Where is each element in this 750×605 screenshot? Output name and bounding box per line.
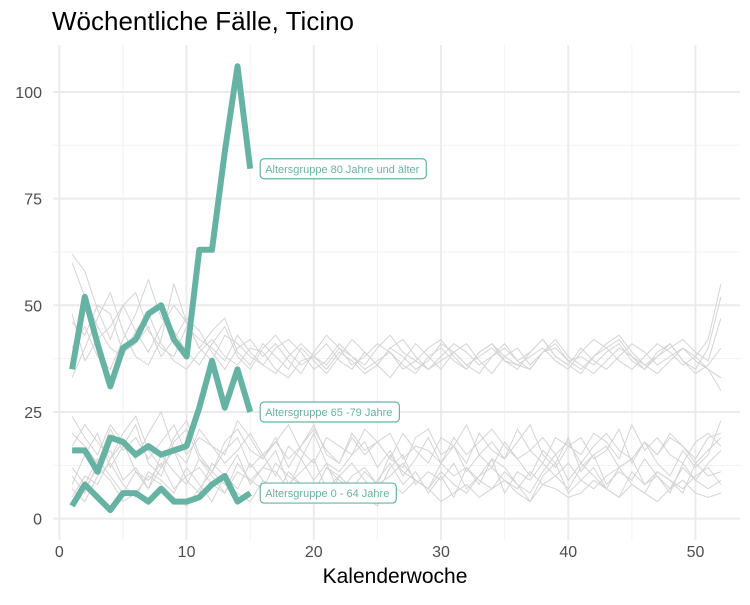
background-series-line (71, 253, 722, 375)
series-label-box (259, 482, 397, 504)
series-label-group: Altersgruppe 80 Jahre und älter Altersgru… (259, 158, 427, 504)
y-tick-label: 50 (24, 298, 42, 315)
background-series-line (71, 410, 722, 465)
highlight-series-line (69, 473, 252, 514)
y-tick-label: 75 (24, 192, 42, 209)
background-series-line (71, 278, 722, 379)
chart-title: Wöchentliche Fälle, Ticino (52, 6, 355, 36)
background-series-line (71, 262, 722, 379)
series-label: Altersgruppe 80 Jahre und älter (259, 158, 427, 180)
x-axis-title: Kalenderwoche (323, 565, 468, 588)
series-label-text: Altersgruppe 65 -79 Jahre (265, 407, 392, 419)
y-tick-label: 0 (33, 512, 42, 529)
series-label-text: Altersgruppe 80 Jahre und älter (265, 164, 419, 176)
background-series-line (71, 415, 722, 473)
background-series-group (71, 253, 722, 507)
background-series-line (71, 457, 722, 495)
series-label: Altersgruppe 0 - 64 Jahre (259, 482, 397, 504)
axis-tick-labels: 0 10 20 30 40 50 0 25 50 75 100 (15, 85, 704, 561)
x-tick-label: 0 (55, 544, 64, 561)
series-label-box (259, 401, 400, 423)
background-series-line (71, 282, 722, 379)
x-tick-label: 50 (687, 544, 705, 561)
highlight-series-line (69, 63, 254, 390)
series-label-box (259, 158, 427, 180)
x-tick-label: 40 (559, 544, 577, 561)
series-label: Altersgruppe 65 -79 Jahre (259, 401, 400, 423)
highlight-series-line (72, 357, 254, 475)
highlight-series-group (69, 63, 254, 514)
x-tick-label: 10 (178, 544, 196, 561)
x-tick-label: 20 (305, 544, 323, 561)
background-series-line (71, 462, 722, 503)
y-tick-label: 100 (15, 85, 42, 102)
x-tick-label: 30 (432, 544, 450, 561)
y-tick-label: 25 (24, 405, 42, 422)
minor-gridlines (53, 45, 740, 540)
background-series-line (71, 423, 722, 465)
series-label-text: Altersgruppe 0 - 64 Jahre (265, 488, 389, 500)
